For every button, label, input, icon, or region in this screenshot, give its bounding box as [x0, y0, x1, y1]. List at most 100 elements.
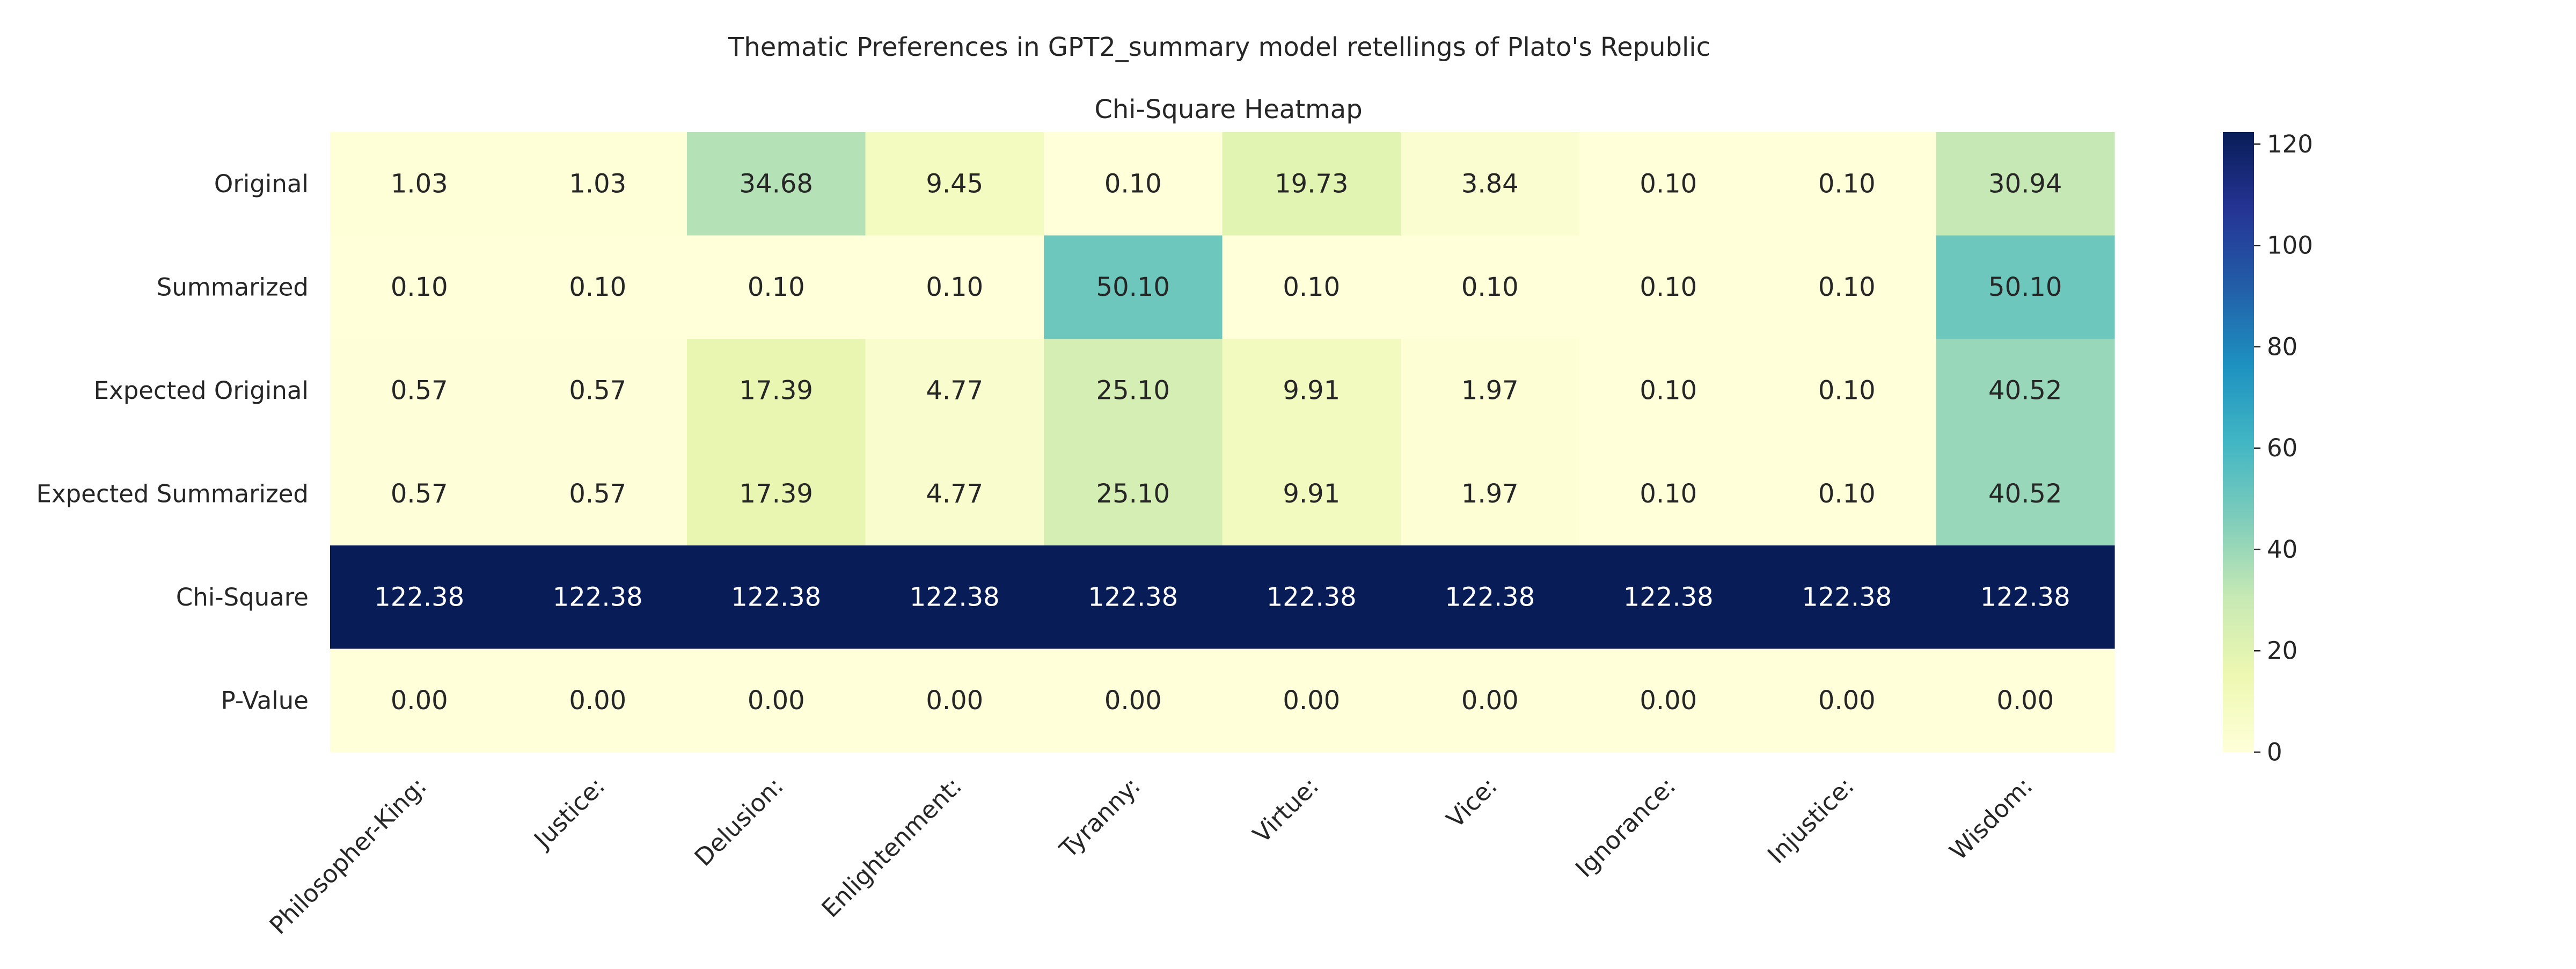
heatmap-cell-value: 0.10	[1818, 479, 1876, 509]
heatmap-cell	[1222, 235, 1401, 339]
heatmap-cell	[865, 339, 1044, 443]
heatmap-cell-value: 122.38	[1445, 582, 1535, 612]
heatmap-cell	[1758, 545, 1937, 650]
heatmap-cell-value: 122.38	[1267, 582, 1357, 612]
heatmap-cell	[1758, 649, 1937, 753]
heatmap-cell	[1044, 132, 1223, 236]
heatmap-cell-value: 0.10	[1818, 169, 1876, 199]
heatmap-cell	[508, 545, 687, 650]
heatmap-cell-value: 0.57	[391, 375, 448, 405]
heatmap-cell	[1936, 442, 2115, 546]
heatmap-cell-value: 0.00	[1104, 686, 1162, 716]
chart-subtitle: Chi-Square Heatmap	[1094, 94, 1362, 125]
heatmap-cell	[1222, 132, 1401, 236]
heatmap-cell-value: 0.10	[926, 272, 983, 302]
heatmap-cell-value: 0.10	[748, 272, 805, 302]
heatmap-cell	[508, 339, 687, 443]
heatmap-cell-value: 0.00	[569, 686, 626, 716]
heatmap-cell-value: 0.00	[748, 686, 805, 716]
heatmap-cell	[1401, 649, 1580, 753]
heatmap-cell	[1936, 339, 2115, 443]
column-label: Vice:	[1441, 771, 1503, 833]
row-label: Chi-Square	[176, 583, 309, 611]
heatmap-cell	[330, 649, 509, 753]
heatmap-cell-value: 1.03	[569, 169, 626, 199]
heatmap-cell	[1044, 545, 1223, 650]
heatmap-cell	[1936, 649, 2115, 753]
heatmap-cell	[1579, 339, 1758, 443]
heatmap-cell-value: 40.52	[1988, 479, 2062, 509]
heatmap-cell	[1758, 442, 1937, 546]
heatmap-cell	[865, 545, 1044, 650]
heatmap-cell	[1401, 545, 1580, 650]
heatmap-cell-value: 0.10	[1818, 272, 1876, 302]
column-label: Injustice:	[1762, 771, 1860, 869]
column-label: Virtue:	[1247, 771, 1324, 848]
heatmap-cell	[330, 235, 509, 339]
heatmap-cell	[330, 442, 509, 546]
heatmap-cell	[1044, 442, 1223, 546]
heatmap-cell	[508, 442, 687, 546]
heatmap-cell	[1044, 339, 1223, 443]
colorbar-tick-label: 100	[2267, 231, 2313, 260]
heatmap-cell	[1401, 235, 1580, 339]
heatmap-cell-value: 30.94	[1988, 169, 2062, 199]
heatmap-cell	[508, 649, 687, 753]
colorbar-tick-label: 60	[2267, 434, 2297, 462]
colorbar-tick-label: 80	[2267, 332, 2297, 361]
heatmap-cell	[1936, 545, 2115, 650]
column-label: Ignorance:	[1570, 771, 1681, 883]
heatmap-cell-value: 122.38	[1088, 582, 1178, 612]
chart-title: Thematic Preferences in GPT2_summary mod…	[728, 32, 1710, 62]
heatmap-cell	[1579, 132, 1758, 236]
heatmap-cell-value: 1.97	[1461, 479, 1519, 509]
heatmap-cell-value: 17.39	[740, 479, 813, 509]
heatmap-cell-value: 9.91	[1283, 375, 1340, 405]
heatmap-cell-value: 0.00	[1996, 686, 2054, 716]
column-labels: Philosopher-King: Justice: Delusion: Enligh…	[264, 771, 2038, 939]
heatmap-cell	[1222, 545, 1401, 650]
heatmap-cell	[330, 132, 509, 236]
heatmap-cell	[1401, 132, 1580, 236]
column-label: Philosopher-King:	[264, 771, 432, 939]
heatmap-cell-value: 40.52	[1988, 375, 2062, 405]
heatmap-cell	[1758, 339, 1937, 443]
row-label: P-Value	[221, 686, 309, 715]
heatmap-cell	[1936, 132, 2115, 236]
colorbar-tick-label: 120	[2267, 130, 2313, 158]
column-label: Enlightenment:	[816, 771, 968, 923]
heatmap-cell-value: 0.10	[1283, 272, 1340, 302]
heatmap-cell-value: 0.10	[1818, 375, 1876, 405]
heatmap-cell-value: 0.57	[391, 479, 448, 509]
row-label: Original	[214, 170, 309, 198]
heatmap-cell	[1044, 235, 1223, 339]
heatmap-cell	[1936, 235, 2115, 339]
heatmap-cell-value: 0.10	[391, 272, 448, 302]
heatmap-cell	[1579, 235, 1758, 339]
heatmap-cell-value: 0.00	[1283, 686, 1340, 716]
heatmap-cell-value: 50.10	[1096, 272, 1170, 302]
heatmap-cell-value: 122.38	[1980, 582, 2070, 612]
heatmap-cell	[1401, 442, 1580, 546]
heatmap-cell-value: 4.77	[926, 479, 983, 509]
heatmap-cell-value: 1.03	[391, 169, 448, 199]
heatmap-cell-value: 122.38	[1802, 582, 1892, 612]
row-labels: Original Summarized Expected Original Expec…	[36, 170, 309, 715]
heatmap-cell	[687, 649, 866, 753]
heatmap-cell	[1579, 442, 1758, 546]
heatmap-cell-value: 19.73	[1275, 169, 1348, 199]
heatmap-cell-value: 122.38	[1623, 582, 1714, 612]
row-label: Expected Original	[94, 376, 309, 405]
colorbar-tick-label: 20	[2267, 637, 2297, 665]
heatmap-cell	[508, 235, 687, 339]
heatmap-cell-value: 4.77	[926, 375, 983, 405]
row-label: Expected Summarized	[36, 479, 309, 508]
heatmap-cell	[687, 132, 866, 236]
colorbar: 0 20 40 60 80 100 120	[2223, 130, 2313, 767]
heatmap-cell-value: 0.00	[1461, 686, 1519, 716]
heatmap-cell-value: 122.38	[553, 582, 643, 612]
heatmap-cell-value: 0.10	[1640, 479, 1697, 509]
heatmap-cell-value: 0.57	[569, 479, 626, 509]
column-label: Tyranny:	[1053, 771, 1146, 864]
